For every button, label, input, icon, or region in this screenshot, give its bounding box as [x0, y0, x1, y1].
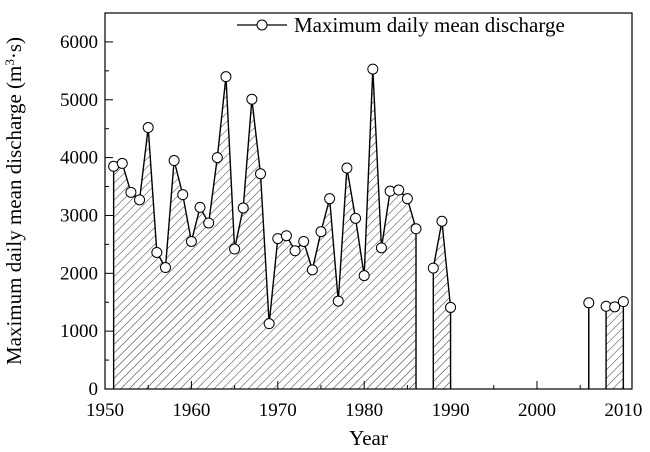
y-axis-ticks: 0 1000 2000 3000 4000 5000 6000: [60, 12, 113, 400]
hatched-area: [113, 69, 417, 389]
y-tick-label: 1000: [60, 321, 98, 342]
legend-marker-sample: [256, 19, 268, 31]
data-point: [358, 270, 370, 282]
y-axis-label-superscript: 3: [2, 59, 17, 66]
marker-layer: [108, 63, 629, 330]
data-point: [159, 262, 171, 274]
data-point: [436, 215, 448, 227]
data-point: [194, 201, 206, 213]
data-point: [185, 235, 197, 247]
data-point: [341, 162, 353, 174]
data-point: [211, 152, 223, 164]
data-point: [367, 63, 379, 75]
y-tick-label: 6000: [60, 32, 98, 53]
data-point: [280, 230, 292, 242]
data-point: [177, 189, 189, 201]
data-point: [255, 168, 267, 180]
x-tick-label: 1950: [86, 400, 124, 421]
data-point: [617, 296, 629, 308]
legend-entry-label: Maximum daily mean discharge: [294, 13, 565, 37]
data-point: [298, 235, 310, 247]
data-point: [401, 193, 413, 205]
y-tick-label: 2000: [60, 263, 98, 284]
x-axis-ticks: 1950 1960 1970 1980 1990 2000 2010: [86, 381, 642, 421]
y-axis-label-tail: ·s): [2, 37, 26, 59]
plot-frame: [104, 12, 633, 390]
data-point: [229, 243, 241, 255]
data-point: [583, 297, 595, 309]
x-tick-label: 2010: [604, 400, 642, 421]
y-tick-label: 3000: [60, 205, 98, 226]
x-tick-label: 2000: [518, 400, 556, 421]
data-point: [125, 186, 137, 198]
data-point: [237, 202, 249, 214]
data-point: [246, 93, 258, 105]
x-tick-label: 1970: [259, 400, 297, 421]
data-point: [393, 184, 405, 196]
y-tick-label: 4000: [60, 148, 98, 169]
data-point: [315, 226, 327, 238]
data-point: [609, 301, 621, 313]
data-point: [263, 318, 275, 330]
data-point: [220, 71, 232, 83]
data-point: [116, 157, 128, 169]
data-point: [289, 245, 301, 257]
x-axis-label: Year: [349, 426, 388, 450]
x-tick-label: 1960: [172, 400, 210, 421]
data-point: [375, 242, 387, 254]
hatched-area: [606, 301, 624, 389]
data-point: [142, 122, 154, 134]
data-point: [427, 262, 439, 274]
data-point: [134, 194, 146, 206]
y-tick-label: 0: [89, 379, 99, 400]
data-point: [332, 295, 344, 307]
data-point: [203, 217, 215, 229]
data-point: [350, 212, 362, 224]
y-axis-label-main: Maximum daily mean discharge (m: [2, 66, 26, 365]
hatched-area: [433, 221, 451, 389]
x-tick-label: 1980: [345, 400, 383, 421]
data-point: [324, 193, 336, 205]
y-tick-label: 5000: [60, 90, 98, 111]
data-point: [168, 155, 180, 167]
data-point: [306, 264, 318, 276]
x-tick-label: 1990: [432, 400, 470, 421]
hatched-fill-layer: [113, 69, 624, 389]
y-axis-label: Maximum daily mean discharge (m3·s): [2, 37, 27, 365]
data-point: [445, 301, 457, 313]
data-point: [410, 223, 422, 235]
data-point: [151, 246, 163, 258]
legend: Maximum daily mean discharge: [237, 13, 565, 37]
